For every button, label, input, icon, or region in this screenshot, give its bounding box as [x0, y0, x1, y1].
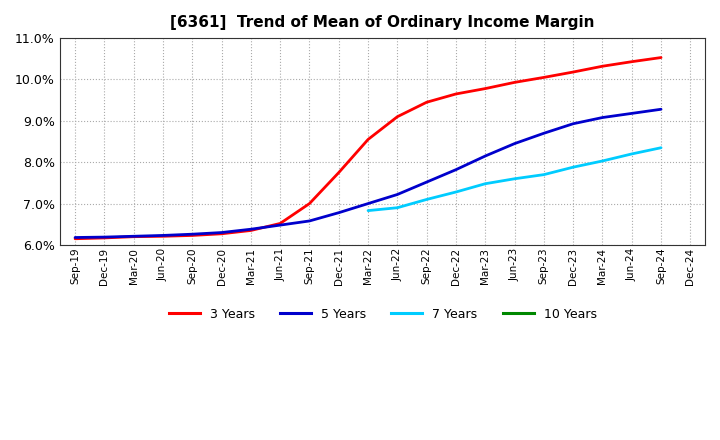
3 Years — [627, 59, 636, 64]
5 Years — [657, 106, 665, 112]
5 Years — [539, 131, 548, 136]
3 Years — [539, 75, 548, 80]
7 Years — [393, 205, 402, 210]
Line: 5 Years: 5 Years — [75, 109, 661, 238]
5 Years — [246, 227, 255, 232]
7 Years — [364, 208, 372, 213]
5 Years — [598, 115, 607, 120]
7 Years — [569, 165, 577, 170]
3 Years — [276, 221, 284, 226]
3 Years — [188, 233, 197, 238]
5 Years — [305, 218, 314, 224]
7 Years — [627, 151, 636, 157]
3 Years — [217, 231, 226, 236]
5 Years — [130, 234, 138, 239]
Legend: 3 Years, 5 Years, 7 Years, 10 Years: 3 Years, 5 Years, 7 Years, 10 Years — [163, 303, 602, 326]
3 Years — [423, 99, 431, 105]
3 Years — [451, 92, 460, 97]
3 Years — [100, 235, 109, 241]
Title: [6361]  Trend of Mean of Ordinary Income Margin: [6361] Trend of Mean of Ordinary Income … — [171, 15, 595, 30]
3 Years — [481, 86, 490, 91]
7 Years — [451, 189, 460, 194]
Line: 7 Years: 7 Years — [368, 148, 661, 211]
3 Years — [510, 80, 519, 85]
5 Years — [451, 167, 460, 172]
3 Years — [657, 55, 665, 60]
5 Years — [569, 121, 577, 126]
5 Years — [71, 235, 79, 240]
3 Years — [305, 201, 314, 206]
5 Years — [510, 141, 519, 146]
5 Years — [217, 230, 226, 235]
5 Years — [100, 235, 109, 240]
5 Years — [364, 201, 372, 206]
5 Years — [276, 223, 284, 228]
3 Years — [569, 70, 577, 75]
3 Years — [335, 170, 343, 175]
3 Years — [393, 114, 402, 119]
3 Years — [158, 234, 167, 239]
5 Years — [423, 180, 431, 185]
7 Years — [657, 145, 665, 150]
5 Years — [393, 192, 402, 197]
5 Years — [158, 233, 167, 238]
3 Years — [246, 228, 255, 233]
7 Years — [598, 158, 607, 164]
5 Years — [627, 111, 636, 116]
7 Years — [510, 176, 519, 181]
5 Years — [481, 154, 490, 159]
Line: 3 Years: 3 Years — [75, 58, 661, 239]
5 Years — [188, 231, 197, 237]
5 Years — [335, 210, 343, 215]
3 Years — [130, 234, 138, 239]
7 Years — [423, 197, 431, 202]
7 Years — [539, 172, 548, 177]
7 Years — [481, 181, 490, 187]
3 Years — [598, 64, 607, 69]
3 Years — [71, 236, 79, 242]
3 Years — [364, 137, 372, 142]
